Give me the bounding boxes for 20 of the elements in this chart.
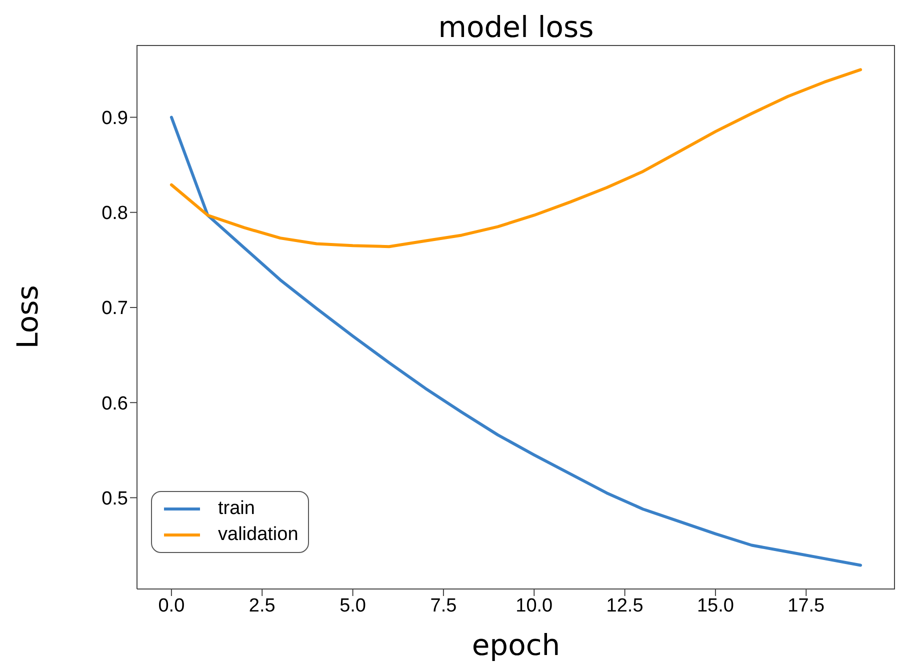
x-axis-title: epoch (472, 628, 560, 662)
y-tick-label: 0.7 (102, 298, 128, 320)
line-series (170, 68, 862, 248)
x-tick-label: 10.0 (516, 595, 553, 616)
x-tick-label: 5.0 (340, 595, 366, 616)
y-axis-title: Loss (10, 285, 44, 349)
x-tick-label: 15.0 (696, 595, 734, 616)
x-tick-label: 0.0 (158, 595, 185, 616)
y-tick-label: 0.8 (102, 203, 128, 224)
line-series (170, 116, 862, 567)
x-tick-label: 12.5 (606, 595, 644, 616)
legend-label: train (218, 497, 255, 521)
y-tick-label: 0.5 (102, 488, 128, 510)
x-tick-label: 7.5 (430, 595, 457, 616)
x-tick-label: 17.5 (788, 595, 825, 616)
y-tick-label: 0.9 (102, 108, 128, 130)
y-tick-label: 0.6 (102, 393, 128, 414)
legend-label: validation (218, 523, 298, 547)
x-tick-label: 2.5 (248, 595, 276, 616)
chart-title: model loss (437, 10, 595, 44)
